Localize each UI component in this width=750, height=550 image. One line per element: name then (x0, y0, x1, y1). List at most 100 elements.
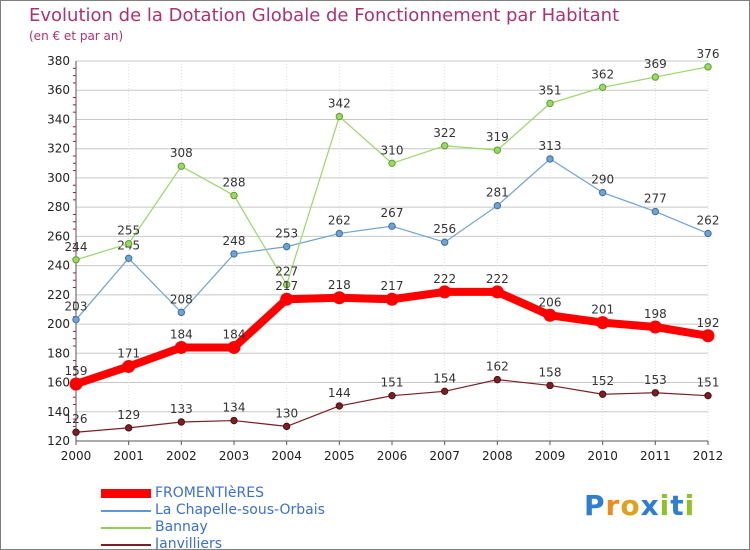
data-label: 153 (644, 373, 667, 387)
y-tick-label: 160 (47, 376, 70, 390)
data-point (69, 377, 83, 391)
data-label: 290 (591, 173, 614, 187)
data-point (388, 222, 396, 230)
x-tick-label: 2003 (219, 449, 250, 463)
data-label: 313 (539, 139, 562, 153)
data-point (124, 239, 133, 248)
proxiti-logo: Proxiti (584, 489, 695, 522)
data-label: 129 (117, 408, 140, 422)
data-point (122, 359, 136, 373)
y-tick-label: 320 (47, 142, 70, 156)
data-label: 217 (275, 279, 298, 293)
x-tick-label: 2009 (535, 449, 566, 463)
data-label: 248 (223, 234, 246, 248)
data-point (335, 402, 344, 410)
data-point (72, 256, 80, 264)
y-tick-label: 360 (47, 83, 70, 97)
data-label: 369 (644, 57, 667, 71)
y-tick-label: 180 (47, 346, 70, 360)
data-label: 206 (539, 295, 562, 309)
data-label: 262 (328, 213, 351, 227)
data-label: 222 (486, 272, 509, 286)
data-label: 362 (591, 67, 614, 81)
data-label: 267 (381, 206, 404, 220)
data-label: 184 (223, 327, 246, 341)
x-tick-label: 2002 (166, 449, 197, 463)
data-label: 244 (65, 240, 88, 254)
legend-label: Janvilliers (155, 536, 223, 550)
data-label: 203 (65, 300, 88, 314)
data-label: 162 (486, 360, 509, 374)
legend-label: FROMENTIèRES (155, 485, 264, 501)
legend-label: Bannay (155, 519, 208, 535)
x-tick-label: 2004 (271, 449, 302, 463)
data-label: 184 (170, 327, 193, 341)
data-label: 253 (275, 227, 298, 241)
data-label: 151 (381, 376, 404, 390)
data-point (440, 238, 449, 246)
y-tick-label: 300 (47, 171, 70, 185)
legend-swatch (101, 544, 151, 546)
data-point (543, 308, 557, 322)
y-tick-label: 200 (47, 317, 70, 331)
data-label: 158 (539, 365, 562, 379)
x-tick-label: 2008 (482, 449, 513, 463)
data-point (177, 308, 186, 317)
data-point (704, 63, 712, 71)
x-tick-label: 2005 (324, 449, 355, 463)
legend-swatch (101, 510, 151, 512)
data-point (282, 422, 291, 431)
data-label: 319 (486, 130, 509, 144)
y-tick-label: 220 (47, 288, 70, 302)
data-label: 281 (486, 186, 509, 200)
data-point (230, 191, 238, 200)
data-point (701, 329, 715, 343)
logo-letter: i (659, 489, 671, 522)
data-point (598, 188, 607, 197)
data-point (546, 155, 554, 163)
y-tick-label: 380 (47, 54, 70, 68)
data-point (598, 390, 607, 398)
data-point (438, 285, 452, 299)
data-point (598, 83, 607, 92)
data-label: 201 (591, 303, 614, 317)
legend-label: La Chapelle-sous-Orbais (155, 502, 325, 518)
data-point (177, 162, 186, 170)
data-point (332, 291, 346, 305)
data-point (124, 424, 133, 432)
data-label: 262 (697, 213, 720, 227)
data-label: 218 (328, 278, 351, 292)
data-point (440, 387, 449, 396)
data-point (490, 285, 504, 299)
data-label: 217 (381, 279, 404, 293)
data-point (174, 340, 188, 354)
data-point (72, 315, 80, 324)
data-label: 208 (170, 292, 193, 306)
data-label: 277 (644, 192, 667, 206)
data-label: 151 (697, 376, 720, 390)
data-point (385, 292, 399, 306)
logo-letter: i (684, 489, 696, 522)
data-label: 376 (697, 47, 720, 61)
logo-letter: o (620, 489, 641, 522)
logo-letter: t (670, 489, 685, 522)
data-label: 310 (381, 143, 404, 157)
data-point (596, 316, 610, 330)
data-label: 134 (223, 401, 246, 415)
data-point (651, 207, 660, 216)
data-label: 133 (170, 402, 193, 416)
chart-title: Evolution de la Dotation Globale de Fonc… (29, 5, 620, 26)
y-tick-label: 260 (47, 229, 70, 243)
x-tick-label: 2011 (640, 449, 671, 463)
y-tick-label: 340 (47, 112, 70, 126)
data-label: 126 (65, 412, 88, 426)
data-point (280, 292, 294, 306)
x-tick-label: 2001 (113, 449, 144, 463)
data-label: 342 (328, 97, 351, 111)
y-tick-label: 140 (47, 405, 70, 419)
data-label: 255 (117, 224, 140, 238)
data-label: 351 (539, 83, 562, 97)
data-point (493, 375, 502, 384)
